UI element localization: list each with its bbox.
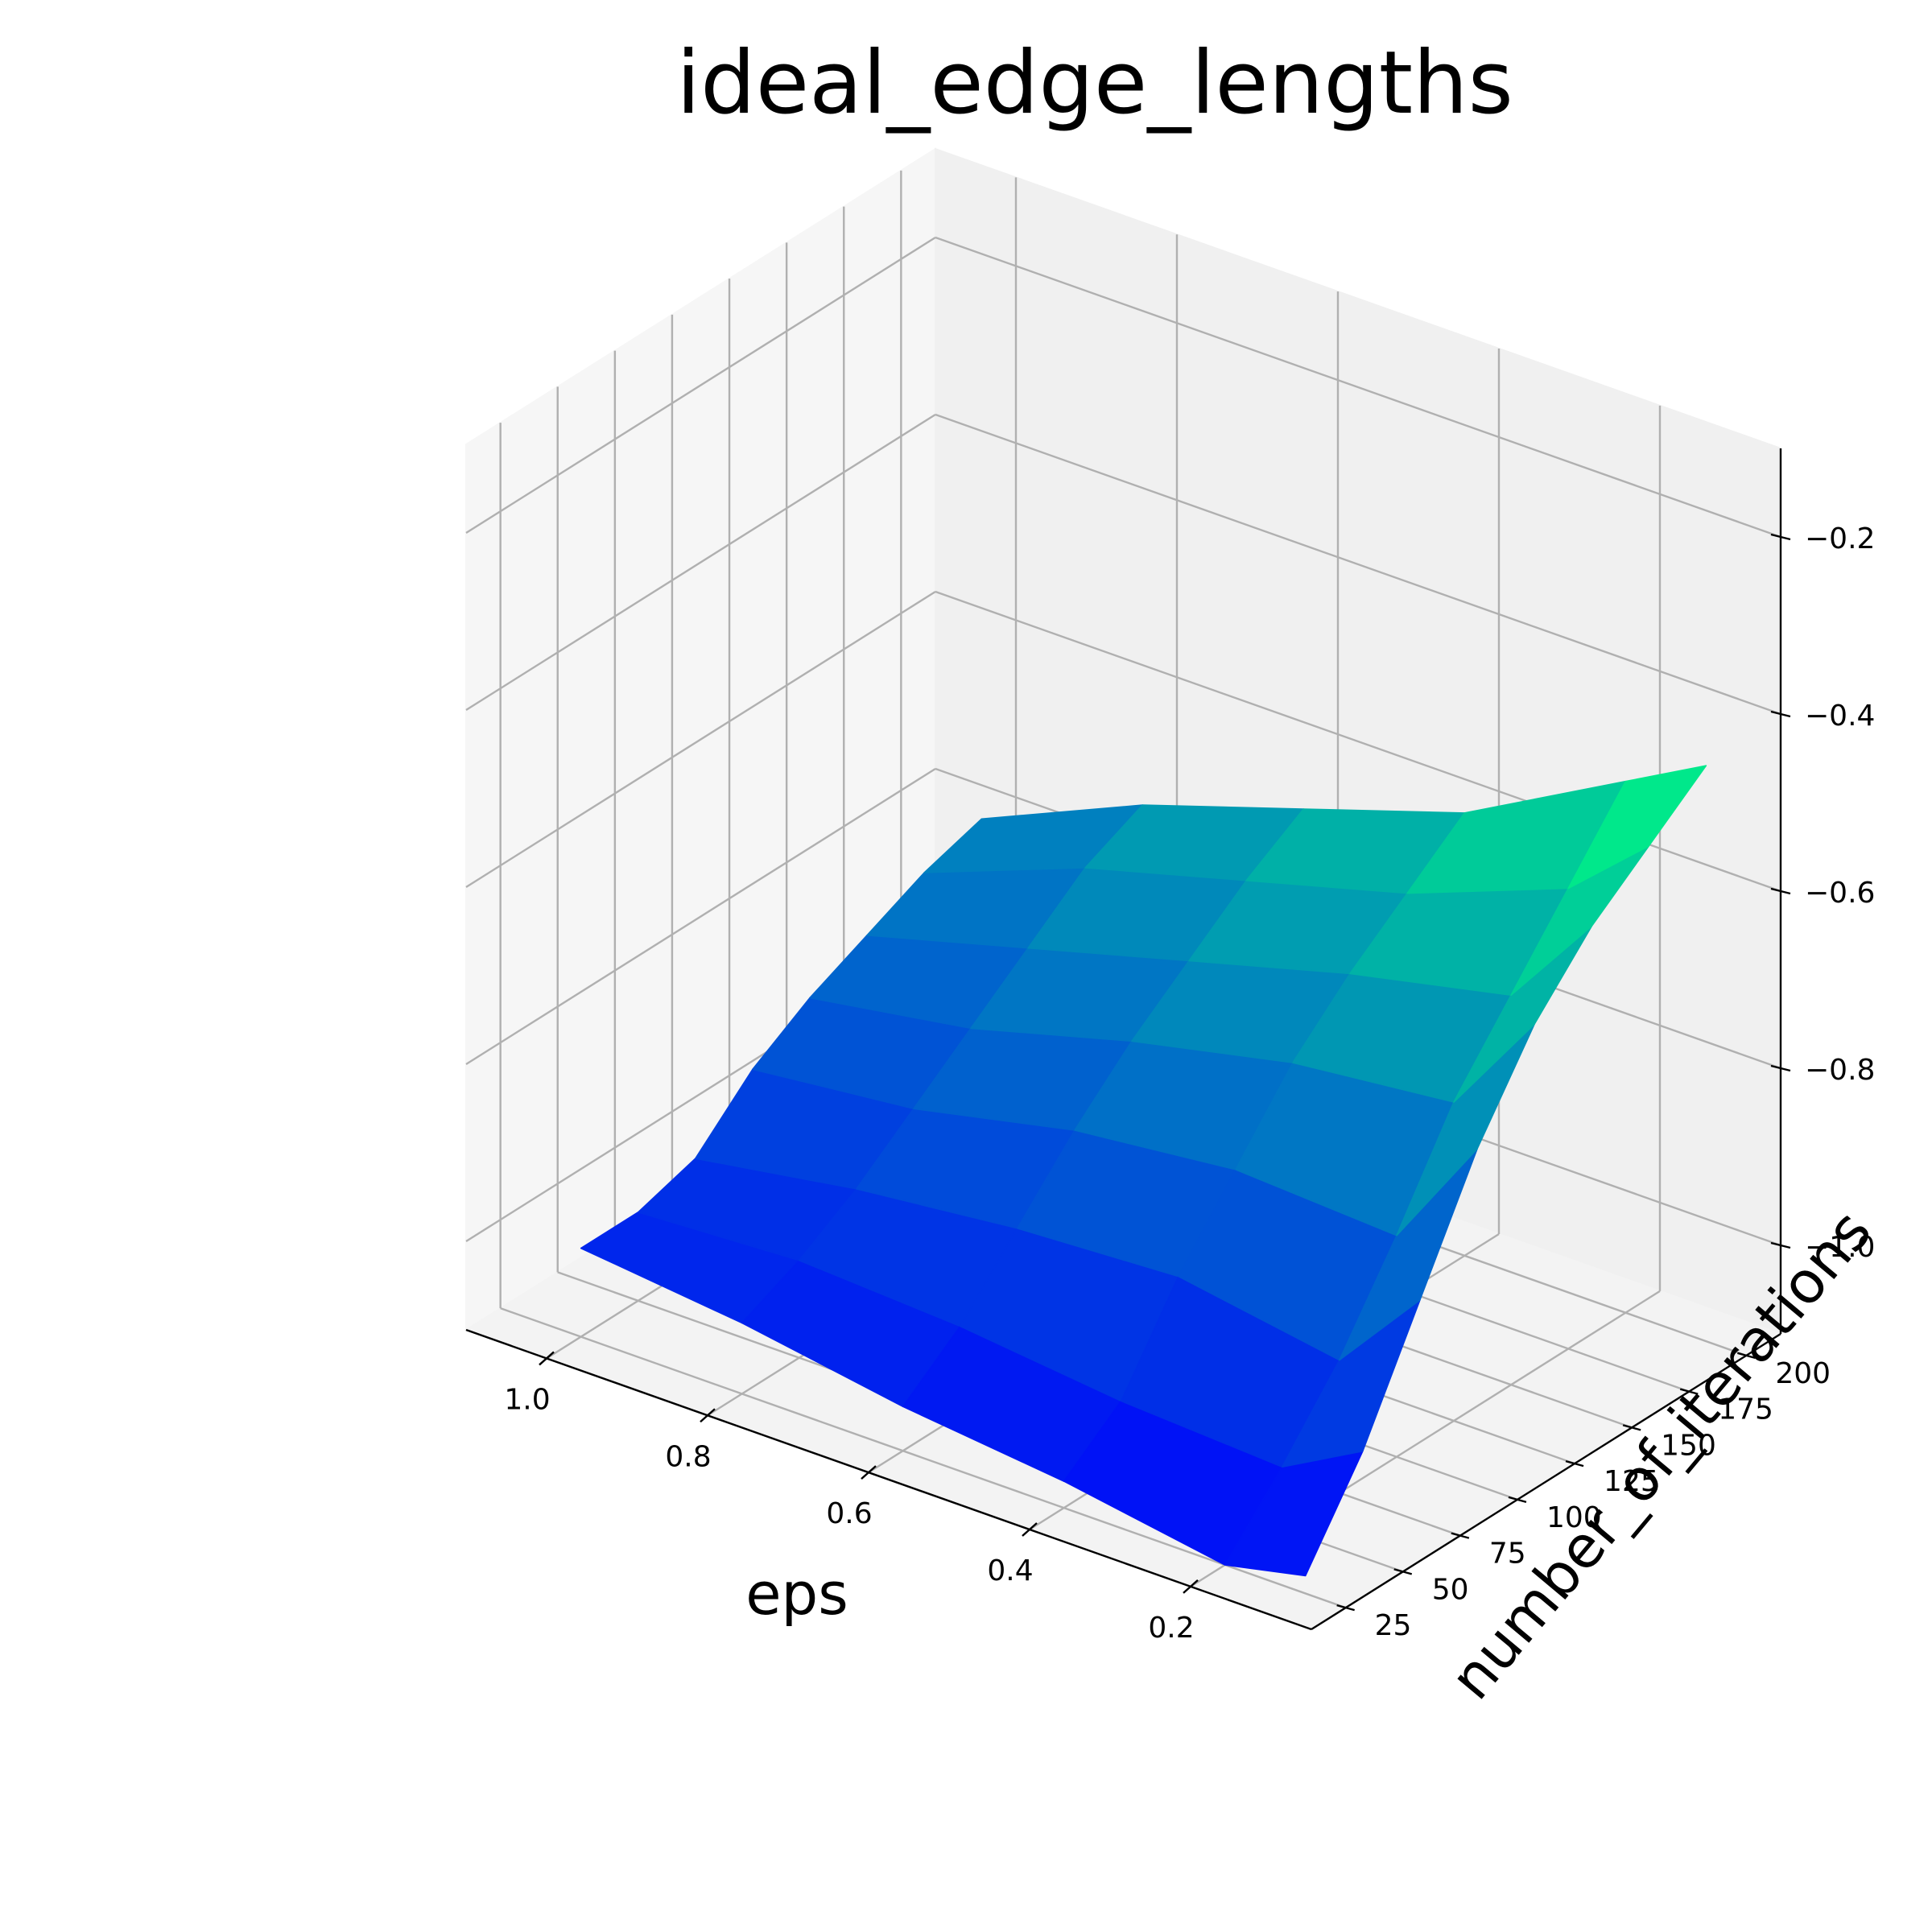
z-tick <box>1770 533 1781 539</box>
y-tick <box>1345 1606 1355 1612</box>
y-tick-label: 150 <box>1661 1429 1716 1462</box>
x-tick <box>1183 1585 1191 1594</box>
y-tick <box>1631 1426 1641 1431</box>
z-tick <box>1780 1244 1791 1249</box>
y-tick-label: 75 <box>1489 1538 1526 1571</box>
y-tick <box>1737 1352 1747 1357</box>
z-tick <box>1770 887 1781 893</box>
z-tick <box>1780 712 1791 718</box>
y-tick-label: 175 <box>1718 1393 1773 1426</box>
gridline-z-left <box>465 767 936 1066</box>
y-tick <box>1746 1354 1756 1360</box>
z-tick-label: −0.4 <box>1805 700 1875 733</box>
x-tick-label: 0.2 <box>1148 1612 1194 1645</box>
z-tick <box>1770 1064 1781 1070</box>
x-axis-line <box>465 1328 1312 1631</box>
y-tick-label: 125 <box>1604 1465 1659 1498</box>
z-tick <box>1770 710 1781 716</box>
gridline-z-left <box>465 590 936 889</box>
gridline-z-back <box>935 413 1781 716</box>
x-tick-label: 1.0 <box>504 1383 550 1416</box>
x-tick <box>546 1351 555 1360</box>
y-tick <box>1451 1532 1461 1537</box>
z-tick-label: −1.0 <box>1805 1231 1875 1264</box>
x-tick-label: 0.6 <box>826 1497 872 1530</box>
x-tick <box>700 1414 708 1423</box>
y-tick <box>1688 1390 1699 1395</box>
x-tick <box>868 1465 877 1474</box>
y-tick-label: 25 <box>1375 1609 1412 1642</box>
x-axis-label: eps <box>745 1560 848 1628</box>
z-tick <box>1780 1067 1791 1072</box>
y-tick-label: 200 <box>1775 1357 1831 1390</box>
z-tick <box>1780 535 1791 541</box>
x-tick <box>861 1472 869 1480</box>
y-tick <box>1508 1496 1518 1501</box>
y-tick <box>1517 1498 1527 1504</box>
y-tick <box>1565 1459 1575 1465</box>
x-tick <box>1029 1522 1038 1530</box>
y-axis-line <box>1311 1332 1781 1631</box>
x-tick <box>707 1408 716 1417</box>
y-tick <box>1459 1534 1470 1539</box>
z-tick <box>1780 890 1791 895</box>
y-tick-label: 50 <box>1432 1573 1469 1606</box>
surface-cell <box>1567 765 1707 890</box>
gridline-z-left <box>465 236 936 535</box>
x-tick <box>1022 1529 1030 1537</box>
y-tick <box>1402 1571 1413 1575</box>
y-tick <box>1679 1388 1690 1393</box>
y-tick <box>1336 1604 1346 1609</box>
z-tick <box>1770 1241 1781 1247</box>
surface <box>580 765 1707 1577</box>
gridline-z-left <box>465 413 936 712</box>
y-tick-label: 100 <box>1546 1501 1602 1534</box>
gridline-z-back <box>935 236 1781 539</box>
gridline-y-floor <box>500 1307 1347 1609</box>
z-tick-label: −0.2 <box>1805 522 1875 555</box>
y-tick <box>1622 1424 1633 1429</box>
z-tick-label: −0.6 <box>1805 877 1875 910</box>
x-tick-label: 0.8 <box>665 1440 711 1473</box>
y-tick <box>1574 1462 1584 1468</box>
x-tick <box>1190 1579 1199 1587</box>
x-tick-label: 0.4 <box>987 1554 1033 1587</box>
chart-title: ideal_edge_lengths <box>676 33 1513 134</box>
x-tick <box>539 1357 547 1366</box>
z-tick-label: −0.8 <box>1805 1054 1875 1087</box>
y-tick <box>1393 1568 1404 1573</box>
